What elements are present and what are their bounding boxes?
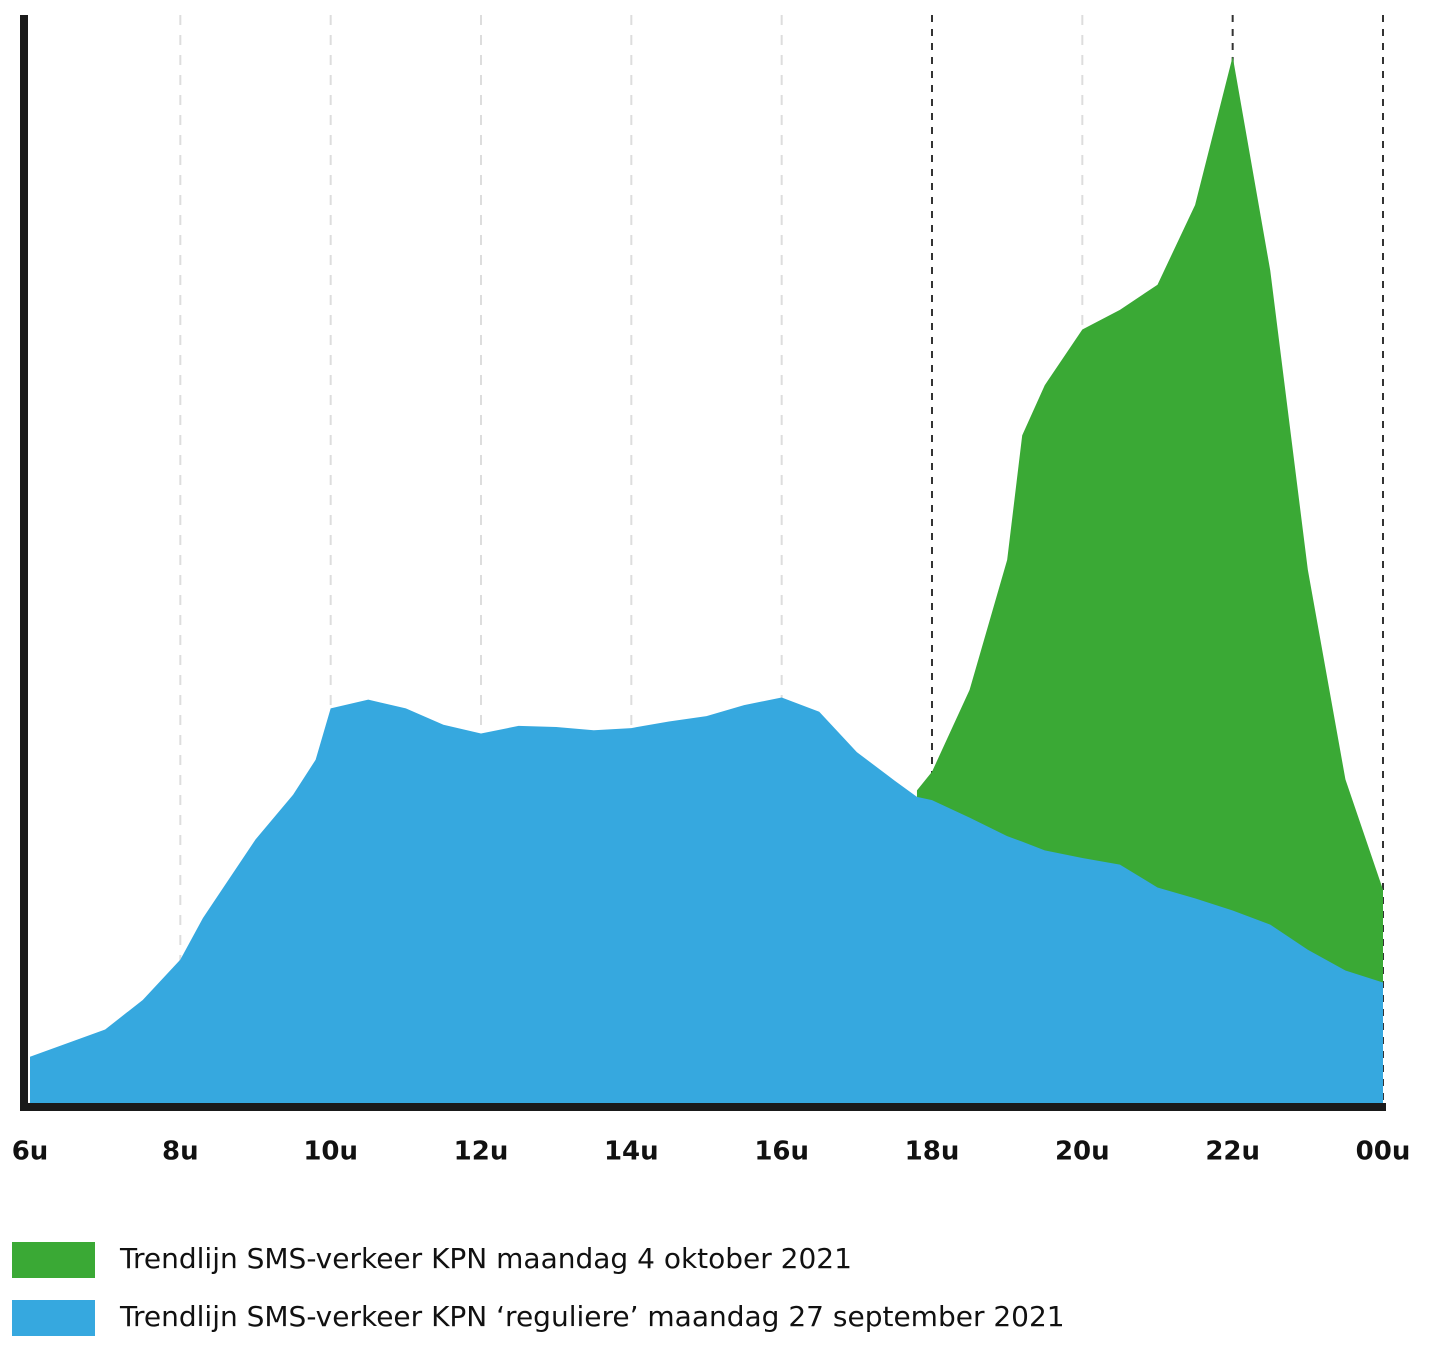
x-tick-label: 8u <box>162 1137 199 1167</box>
x-tick-label: 00u <box>1356 1137 1411 1167</box>
x-tick-label: 6u <box>12 1137 49 1167</box>
x-tick-label: 14u <box>604 1137 659 1167</box>
x-tick-label: 20u <box>1055 1137 1110 1167</box>
legend-swatch <box>12 1242 95 1278</box>
x-ticks: 6u 8u 10u 12u 14u 16u 18u 20u 22u 00u <box>12 1137 1411 1167</box>
x-tick-label: 10u <box>303 1137 358 1167</box>
legend: Trendlijn SMS-verkeer KPN maandag 4 okto… <box>12 1242 1065 1336</box>
x-tick-label: 22u <box>1205 1137 1260 1167</box>
legend-swatch <box>12 1300 95 1336</box>
legend-label: Trendlijn SMS-verkeer KPN ‘reguliere’ ma… <box>119 1300 1065 1333</box>
x-tick-label: 12u <box>454 1137 509 1167</box>
area <box>916 56 1383 1108</box>
area <box>30 697 1383 1107</box>
areas <box>30 56 1383 1108</box>
x-tick-label: 18u <box>905 1137 960 1167</box>
x-tick-label: 16u <box>754 1137 809 1167</box>
legend-label: Trendlijn SMS-verkeer KPN maandag 4 okto… <box>119 1242 852 1275</box>
grid <box>179 15 1384 1107</box>
